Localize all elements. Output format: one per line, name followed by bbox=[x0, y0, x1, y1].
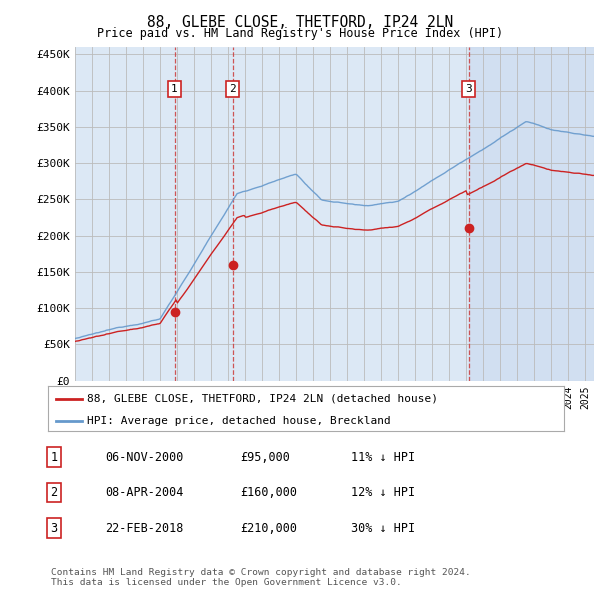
Text: 11% ↓ HPI: 11% ↓ HPI bbox=[351, 451, 415, 464]
Text: 88, GLEBE CLOSE, THETFORD, IP24 2LN: 88, GLEBE CLOSE, THETFORD, IP24 2LN bbox=[147, 15, 453, 30]
Text: 2: 2 bbox=[50, 486, 58, 499]
Text: £160,000: £160,000 bbox=[240, 486, 297, 499]
Text: 1: 1 bbox=[171, 84, 178, 94]
Bar bbox=[469, 47, 594, 381]
Text: Contains HM Land Registry data © Crown copyright and database right 2024.
This d: Contains HM Land Registry data © Crown c… bbox=[51, 568, 471, 587]
Text: 22-FEB-2018: 22-FEB-2018 bbox=[105, 522, 184, 535]
Text: £95,000: £95,000 bbox=[240, 451, 290, 464]
Text: HPI: Average price, detached house, Breckland: HPI: Average price, detached house, Brec… bbox=[86, 416, 391, 426]
Text: 2: 2 bbox=[229, 84, 236, 94]
Text: 1: 1 bbox=[50, 451, 58, 464]
Text: 3: 3 bbox=[466, 84, 472, 94]
Text: 3: 3 bbox=[50, 522, 58, 535]
Text: £210,000: £210,000 bbox=[240, 522, 297, 535]
Text: 30% ↓ HPI: 30% ↓ HPI bbox=[351, 522, 415, 535]
Text: 88, GLEBE CLOSE, THETFORD, IP24 2LN (detached house): 88, GLEBE CLOSE, THETFORD, IP24 2LN (det… bbox=[86, 394, 438, 404]
Text: 12% ↓ HPI: 12% ↓ HPI bbox=[351, 486, 415, 499]
Text: 08-APR-2004: 08-APR-2004 bbox=[105, 486, 184, 499]
Text: Price paid vs. HM Land Registry's House Price Index (HPI): Price paid vs. HM Land Registry's House … bbox=[97, 27, 503, 40]
Text: 06-NOV-2000: 06-NOV-2000 bbox=[105, 451, 184, 464]
